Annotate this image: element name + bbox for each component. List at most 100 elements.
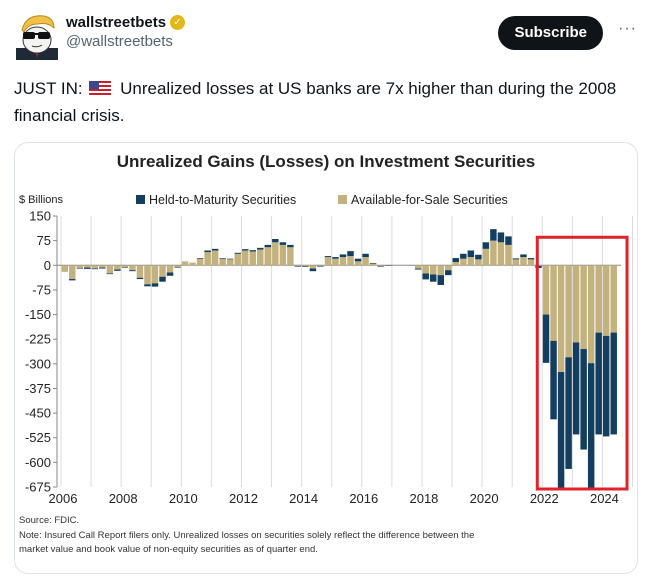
legend-label-htm: Held-to-Maturity Securities (149, 193, 296, 207)
tweet-prefix: JUST IN: (14, 79, 83, 98)
bar-afs (369, 263, 377, 266)
bar-afs (226, 259, 234, 266)
bar-afs (121, 265, 129, 267)
bar-htm (99, 267, 106, 269)
x-tick-label: 2022 (530, 491, 559, 506)
bar-afs (527, 259, 535, 266)
x-tick-label: 2018 (409, 491, 438, 506)
bar-afs (422, 265, 429, 274)
bar-afs (99, 265, 106, 268)
bar-afs (595, 265, 602, 333)
bar-afs (136, 265, 144, 278)
bar-afs (490, 240, 497, 266)
bar-htm (550, 340, 557, 420)
chart-image-card[interactable]: Unrealized Gains (Losses) on Investment … (14, 142, 638, 574)
chart-note-line-2: market value and book value of non-equit… (19, 544, 318, 555)
verified-badge-icon[interactable]: ✓ (170, 15, 186, 30)
bar-htm (497, 232, 505, 243)
bar-afs (324, 257, 332, 266)
bar-htm (309, 268, 317, 272)
us-flag-icon (89, 81, 112, 96)
bar-htm (572, 342, 580, 435)
bar-htm (490, 229, 497, 241)
bar-htm (339, 254, 347, 258)
bar-afs (219, 258, 226, 266)
bar-htm (242, 249, 249, 251)
bar-afs (279, 244, 287, 266)
bar-afs (602, 265, 610, 336)
bar-htm (602, 335, 610, 437)
bar-afs (377, 265, 384, 266)
y-tick-label: -450 (25, 406, 51, 421)
bar-afs (572, 265, 580, 343)
bar-htm (369, 262, 377, 264)
bar-afs (430, 265, 437, 275)
bar-htm (467, 250, 475, 258)
post-header: wallstreetbets ✓ @wallstreetbets Subscri… (14, 10, 643, 62)
bar-htm (347, 251, 354, 257)
bar-afs (174, 265, 181, 267)
bar-htm (129, 270, 136, 272)
x-tick-label: 2010 (169, 491, 198, 506)
bar-afs (257, 249, 264, 266)
bar-afs (294, 265, 302, 266)
bar-afs (249, 251, 256, 266)
bar-htm (136, 277, 144, 280)
bar-htm (587, 363, 595, 489)
bar-afs (362, 257, 369, 266)
y-tick-label: -300 (25, 356, 51, 371)
more-options-icon[interactable]: ··· (618, 20, 637, 37)
subscribe-button[interactable]: Subscribe (498, 16, 603, 50)
bar-afs (505, 244, 512, 266)
x-tick-label: 2014 (289, 491, 318, 506)
bar-afs (234, 253, 241, 266)
bar-afs (114, 265, 121, 270)
bar-afs (520, 257, 527, 266)
bar-afs (287, 247, 294, 266)
bar-htm (121, 266, 129, 268)
x-tick-label: 2024 (590, 491, 619, 506)
bar-afs (106, 265, 114, 274)
y-tick-label: 150 (29, 209, 51, 224)
bar-htm (84, 267, 91, 269)
legend-label-afs: Available-for-Sale Securities (351, 193, 508, 207)
bar-afs (332, 258, 339, 266)
bar-afs (565, 265, 572, 358)
bar-htm (272, 238, 279, 243)
bar-htm (482, 242, 490, 249)
bar-htm (557, 372, 565, 489)
gridlines (60, 216, 634, 487)
bar-htm (294, 265, 302, 267)
bar-htm (144, 284, 151, 287)
display-name[interactable]: wallstreetbets (66, 14, 167, 31)
bar-htm (324, 256, 332, 258)
bars (61, 229, 617, 489)
y-axis: 150 75 0 -75 -150 -225 -300 -375 -450 -525 -600 -67… (25, 209, 621, 495)
y-tick-label: -375 (25, 381, 51, 396)
legend: Held-to-Maturity Securities Available-fo… (136, 193, 508, 207)
bar-htm (226, 258, 234, 260)
avatar[interactable] (14, 12, 60, 60)
bar-htm (69, 279, 76, 281)
bar-htm (422, 273, 429, 280)
bar-afs (317, 265, 324, 266)
bar-afs (347, 256, 354, 266)
bar-afs (264, 247, 272, 266)
bar-afs (542, 265, 550, 315)
bar-htm (527, 258, 535, 260)
x-tick-label: 2008 (109, 491, 138, 506)
x-tick-label: 2020 (470, 491, 499, 506)
legend-swatch-htm (136, 195, 145, 204)
y-tick-label: 75 (37, 233, 51, 248)
bar-afs (467, 257, 475, 266)
user-handle[interactable]: @wallstreetbets (66, 33, 173, 50)
bar-htm (114, 269, 121, 271)
bar-htm (204, 250, 211, 253)
y-axis-label: $ Billions (19, 194, 64, 206)
bar-afs (272, 242, 279, 266)
bar-htm (580, 349, 587, 450)
bar-afs (151, 265, 159, 284)
bar-htm (595, 332, 602, 435)
wsb-mascot-icon (16, 15, 58, 60)
bar-afs (144, 265, 151, 285)
